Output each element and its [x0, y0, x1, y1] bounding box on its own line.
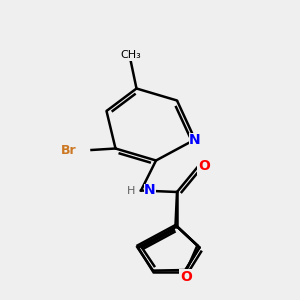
Text: H: H: [127, 185, 135, 196]
Text: O: O: [198, 160, 210, 173]
Text: O: O: [181, 270, 193, 284]
Text: Br: Br: [61, 143, 76, 157]
Text: N: N: [189, 133, 201, 146]
Text: N: N: [144, 184, 156, 197]
Text: CH₃: CH₃: [120, 50, 141, 60]
